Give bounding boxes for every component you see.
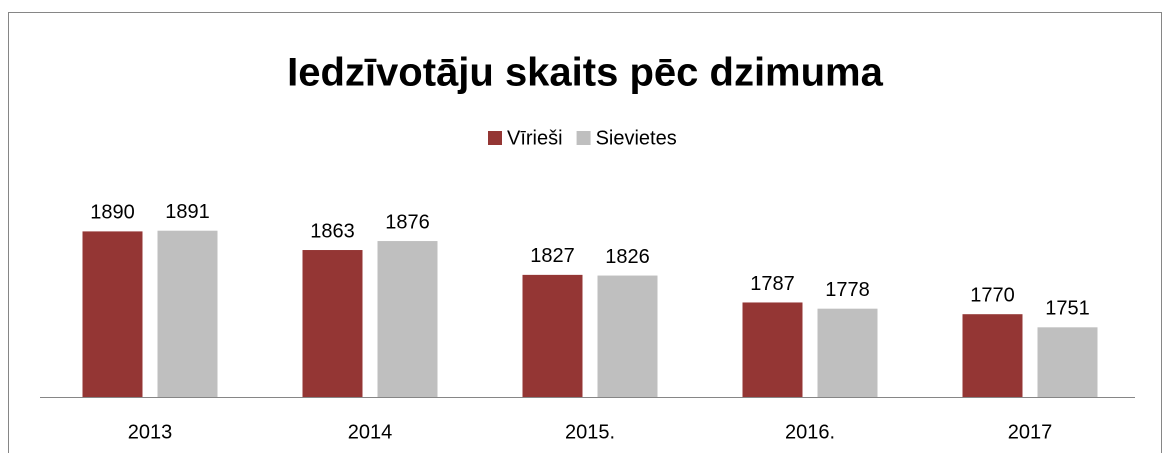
bar xyxy=(377,241,438,397)
value-label: 1827 xyxy=(530,245,575,267)
x-tick-label: 2015. xyxy=(565,421,615,443)
bar xyxy=(522,274,583,397)
chart-title: Iedzīvotāju skaits pēc dzimuma xyxy=(287,51,883,95)
legend-label: Sievietes xyxy=(596,127,677,149)
bar xyxy=(302,250,363,397)
bar xyxy=(1037,327,1098,397)
chart-frame xyxy=(8,12,1162,453)
bar xyxy=(82,231,143,397)
value-label: 1787 xyxy=(750,273,795,295)
value-label: 1751 xyxy=(1045,298,1090,320)
bar xyxy=(742,302,803,397)
value-label: 1863 xyxy=(310,220,355,242)
value-label: 1778 xyxy=(825,279,870,301)
value-label: 1770 xyxy=(970,284,1015,306)
bar xyxy=(597,275,658,397)
value-label: 1890 xyxy=(90,202,135,224)
bar xyxy=(157,230,218,397)
x-tick-label: 2014 xyxy=(348,421,393,443)
value-label: 1876 xyxy=(385,211,430,233)
value-label: 1891 xyxy=(165,201,210,223)
bar xyxy=(817,308,878,397)
x-tick-label: 2016. xyxy=(785,421,835,443)
legend-label: Vīrieši xyxy=(507,127,563,149)
legend-swatch xyxy=(488,131,502,145)
x-tick-label: 2013 xyxy=(128,421,173,443)
value-label: 1826 xyxy=(605,246,650,268)
bar xyxy=(962,314,1023,397)
legend-swatch xyxy=(576,131,591,145)
x-tick-label: 2017 xyxy=(1008,421,1053,443)
